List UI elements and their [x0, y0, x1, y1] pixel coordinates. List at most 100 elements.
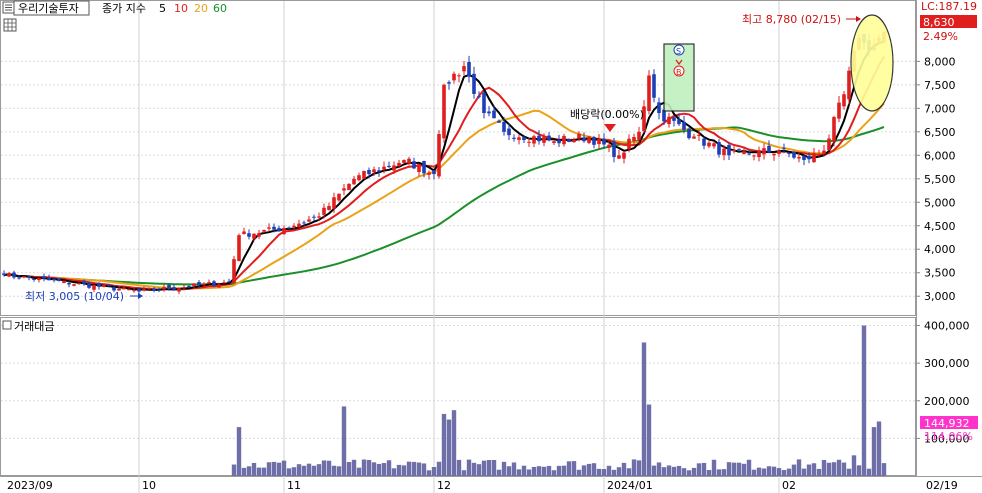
volume-bar — [436, 461, 442, 476]
candle-down — [497, 120, 501, 123]
volume-bar — [271, 461, 277, 476]
candle-up — [707, 142, 711, 147]
volume-bar — [876, 421, 882, 476]
volume-bar — [276, 462, 282, 476]
ma5-label[interactable]: 5 — [159, 2, 166, 15]
ma60-label[interactable]: 60 — [213, 2, 227, 15]
candle-up — [292, 225, 296, 228]
volume-bar — [406, 461, 412, 476]
candle-up — [117, 289, 121, 291]
volume-bar — [556, 465, 562, 476]
price-axis-ticks: 3,000 3,500 4,000 4,500 5,000 5,500 6,000 6,500… — [916, 55, 956, 303]
volume-tick-label: 400,000 — [924, 320, 970, 333]
volume-bar — [676, 465, 682, 476]
volume-bar — [416, 462, 422, 476]
ma20-label[interactable]: 20 — [194, 2, 208, 15]
candle-down — [172, 287, 176, 290]
candle-down — [547, 135, 551, 141]
volume-bar — [431, 467, 437, 476]
candle-down — [367, 169, 371, 175]
volume-bar — [306, 463, 312, 476]
volume-tick-label: 100,000 — [924, 432, 970, 445]
volume-bar — [591, 463, 597, 476]
candle-down — [507, 128, 511, 136]
candle-down — [247, 233, 251, 237]
candle-down — [32, 278, 36, 280]
candle-up — [542, 136, 546, 143]
volume-bar — [696, 463, 702, 476]
volume-bar — [856, 465, 862, 476]
candle-up — [37, 277, 41, 281]
volume-bar — [776, 468, 782, 476]
candle-up — [647, 75, 651, 112]
candle-up — [207, 282, 211, 284]
volume-bar — [751, 469, 757, 476]
candle-down — [212, 281, 216, 287]
candle-down — [502, 121, 506, 132]
candle-up — [442, 84, 446, 139]
volume-bar — [381, 463, 387, 476]
candle-down — [652, 74, 656, 98]
candle-down — [137, 289, 141, 292]
volume-bar — [571, 461, 577, 476]
volume-bar — [651, 465, 657, 476]
stock-name-box[interactable] — [13, 0, 90, 16]
volume-bar — [721, 469, 727, 476]
volume-bar — [581, 465, 587, 476]
volume-bar — [321, 460, 327, 476]
candle-up — [192, 283, 196, 287]
candle-down — [717, 142, 721, 155]
volume-bar — [636, 460, 642, 476]
candle-up — [202, 283, 206, 285]
candle-up — [622, 152, 626, 159]
candle-up — [712, 143, 716, 147]
candle-up — [337, 193, 341, 201]
volume-bar — [681, 468, 687, 476]
ma10-label[interactable]: 10 — [174, 2, 188, 15]
candle-up — [632, 137, 636, 142]
candle-up — [757, 150, 761, 158]
candle-up — [607, 144, 611, 148]
volume-bar — [551, 470, 557, 476]
grid-toggle-icon[interactable] — [3, 18, 17, 32]
volume-bar — [266, 462, 272, 476]
volume-bar — [361, 459, 367, 476]
volume-bar — [531, 466, 537, 476]
candle-up — [122, 287, 126, 290]
candle-down — [447, 82, 451, 84]
volume-bar — [871, 427, 877, 476]
volume-bar — [736, 462, 742, 476]
candle-down — [277, 228, 281, 232]
candle-up — [362, 170, 366, 179]
volume-panel-title: 거래대금 — [14, 320, 54, 333]
candle-down — [12, 272, 16, 278]
price-tick-label: 8,000 — [924, 55, 956, 68]
volume-bar — [311, 465, 317, 476]
candle-down — [412, 161, 416, 169]
volume-bar — [791, 464, 797, 476]
volume-bar — [466, 459, 472, 476]
volume-bar — [831, 462, 837, 476]
volume-bar — [326, 460, 332, 476]
x-axis-label: 11 — [287, 479, 301, 492]
candle-down — [767, 145, 771, 153]
candle-up — [627, 138, 631, 150]
candle-up — [402, 160, 406, 163]
volume-axis-ticks: 100,000 200,000 300,000 400,000 — [916, 320, 970, 445]
volume-bar — [526, 469, 532, 476]
candle-down — [27, 276, 31, 278]
volume-bar — [316, 464, 322, 476]
candle-up — [127, 289, 131, 291]
high-highlight-ellipse[interactable] — [850, 14, 894, 112]
x-axis-label: 02/19 — [926, 479, 958, 492]
volume-bar — [671, 466, 677, 476]
volume-bar — [366, 459, 372, 476]
volume-bar — [606, 465, 612, 476]
candle-up — [397, 162, 401, 166]
candle-up — [577, 133, 581, 139]
volume-menu-icon[interactable] — [2, 320, 12, 330]
x-axis-label: 2023/09 — [7, 479, 53, 492]
volume-bar — [621, 462, 627, 476]
candle-down — [737, 148, 741, 150]
